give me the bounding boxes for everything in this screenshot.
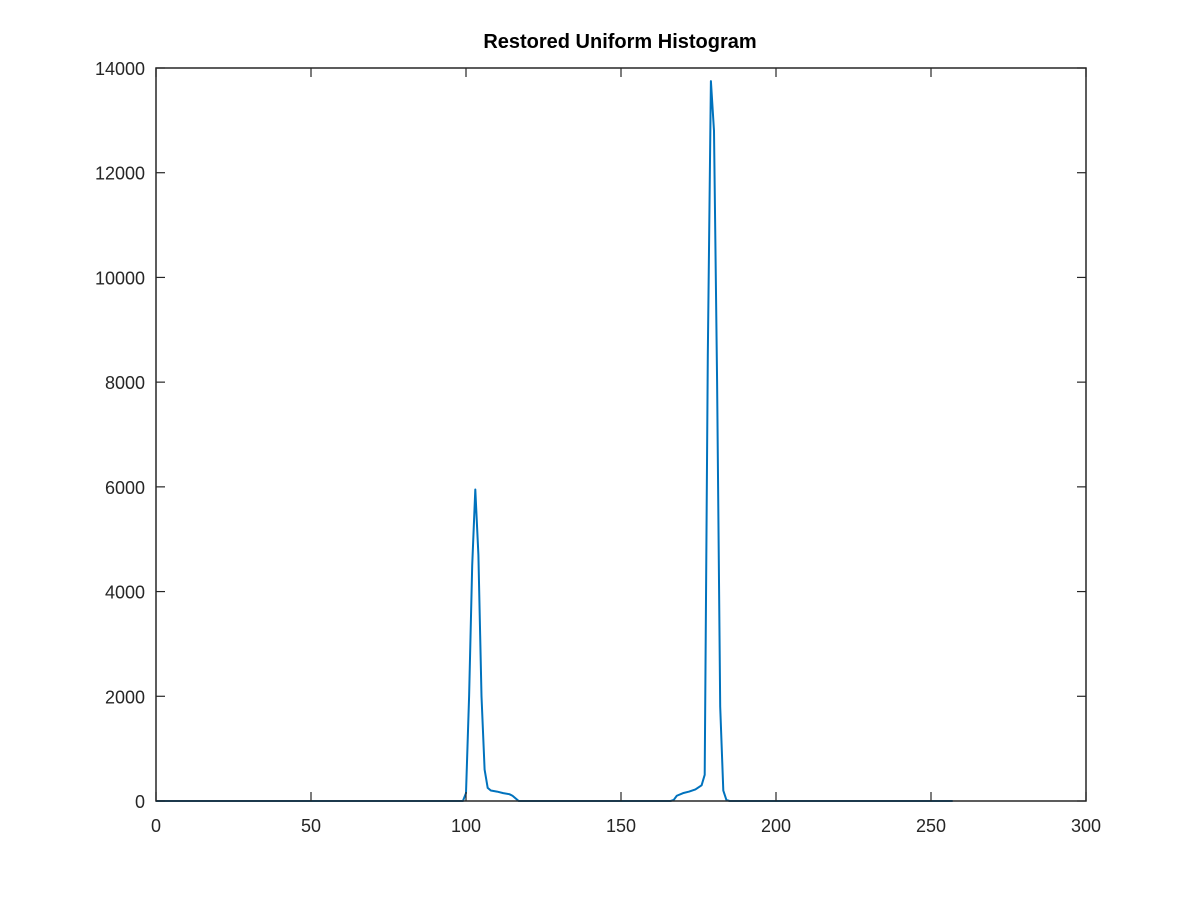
chart-title: Restored Uniform Histogram [483, 31, 756, 53]
x-tick-label: 300 [1071, 816, 1101, 836]
plot-area [155, 67, 1087, 802]
x-tick-label: 0 [151, 816, 161, 836]
y-tick-label: 12000 [95, 164, 145, 184]
x-axis: 0 50 100 150 200 250 300 [151, 68, 1101, 836]
y-tick-label: 0 [135, 792, 145, 812]
series-line [156, 80, 953, 802]
y-tick-label: 4000 [105, 583, 145, 603]
x-tick-label: 100 [451, 816, 481, 836]
y-tick-label: 2000 [105, 687, 145, 707]
axes-box [155, 67, 1087, 802]
x-tick-label: 50 [301, 816, 321, 836]
y-axis: 0 2000 4000 6000 8000 10000 12000 14000 [95, 59, 1086, 812]
y-tick-label: 10000 [95, 268, 145, 288]
y-tick-label: 14000 [95, 59, 145, 79]
y-tick-label: 8000 [105, 373, 145, 393]
x-tick-label: 150 [606, 816, 636, 836]
y-tick-label: 6000 [105, 478, 145, 498]
x-tick-label: 200 [761, 816, 791, 836]
x-tick-label: 250 [916, 816, 946, 836]
